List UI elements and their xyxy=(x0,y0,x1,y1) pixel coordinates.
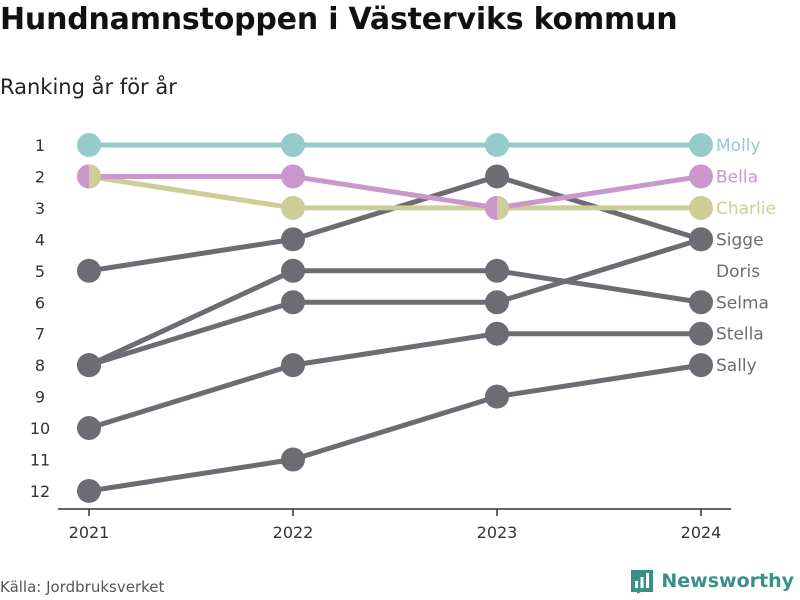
x-axis: 2021 2022 2023 2024 xyxy=(58,508,731,542)
y-tick-label: 8 xyxy=(35,356,45,375)
x-tick-label: 2023 xyxy=(477,523,518,542)
point-doris xyxy=(689,227,713,252)
y-tick-label: 11 xyxy=(30,451,50,470)
point-bella xyxy=(689,164,713,189)
shared-point-right xyxy=(89,164,101,189)
point-sigge xyxy=(485,164,509,189)
brand-logo: Newsworthy xyxy=(629,568,794,594)
series-line-doris xyxy=(86,236,704,368)
point-bella xyxy=(281,164,305,189)
series-line-sally xyxy=(86,362,704,494)
shared-point-right xyxy=(497,195,509,220)
point-selma xyxy=(485,258,509,283)
series-line-charlie xyxy=(86,173,704,211)
point-molly xyxy=(77,133,101,157)
shared-point-left xyxy=(485,195,497,220)
point-sally xyxy=(77,478,101,503)
end-label-doris: Doris xyxy=(716,262,760,282)
shared-point-left xyxy=(77,164,89,189)
chart-title: Hundnamnstoppen i Västerviks kommun xyxy=(0,2,678,37)
point-stella xyxy=(689,321,713,346)
point-doris xyxy=(485,290,509,315)
x-tick-label: 2022 xyxy=(273,523,314,542)
point-stella xyxy=(281,353,305,378)
point-sigge xyxy=(77,258,101,283)
series-line-bella xyxy=(86,173,704,211)
y-tick-label: 2 xyxy=(35,167,45,186)
newsworthy-logo-icon xyxy=(631,570,654,594)
series-lines xyxy=(86,142,704,494)
point-selma xyxy=(281,258,305,283)
point-charlie xyxy=(689,195,713,220)
y-tick-label: 4 xyxy=(35,230,45,249)
end-label-bella: Bella xyxy=(716,167,758,187)
y-tick-label: 6 xyxy=(35,293,45,312)
end-label-charlie: Charlie xyxy=(716,199,776,219)
point-sally xyxy=(689,353,713,378)
series-line-selma xyxy=(86,268,704,368)
point-stella xyxy=(77,416,101,441)
y-tick-label: 1 xyxy=(35,136,45,155)
source-note: Källa: Jordbruksverket xyxy=(0,578,165,596)
end-label-selma: Selma xyxy=(716,293,769,313)
point-doris xyxy=(281,290,305,315)
end-label-stella: Stella xyxy=(716,325,764,345)
y-tick-label: 12 xyxy=(30,482,50,501)
y-tick-label: 9 xyxy=(35,388,45,407)
point-molly xyxy=(281,133,305,157)
end-label-sigge: Sigge xyxy=(716,230,764,250)
point-sally xyxy=(485,384,509,409)
y-tick-label: 10 xyxy=(30,419,50,438)
x-tick-label: 2021 xyxy=(69,523,110,542)
point-doris xyxy=(77,353,101,378)
chart-subtitle: Ranking år för år xyxy=(0,75,177,99)
end-labels: Molly Bella Charlie Sigge Doris Selma Stella Sa… xyxy=(716,136,776,376)
point-selma xyxy=(689,290,713,315)
series-points xyxy=(77,133,713,503)
point-molly xyxy=(689,133,713,157)
series-line-stella xyxy=(86,331,704,431)
y-tick-label: 5 xyxy=(35,262,45,281)
end-label-molly: Molly xyxy=(716,136,761,156)
end-label-sally: Sally xyxy=(716,356,757,376)
brand-name: Newsworthy xyxy=(661,570,794,592)
y-tick-label: 7 xyxy=(35,325,45,344)
point-charlie xyxy=(281,195,305,220)
point-molly xyxy=(485,133,509,157)
x-tick-label: 2024 xyxy=(681,523,722,542)
point-sally xyxy=(281,447,305,472)
point-stella xyxy=(485,321,509,346)
point-sigge xyxy=(281,227,305,252)
y-tick-label: 3 xyxy=(35,199,45,218)
